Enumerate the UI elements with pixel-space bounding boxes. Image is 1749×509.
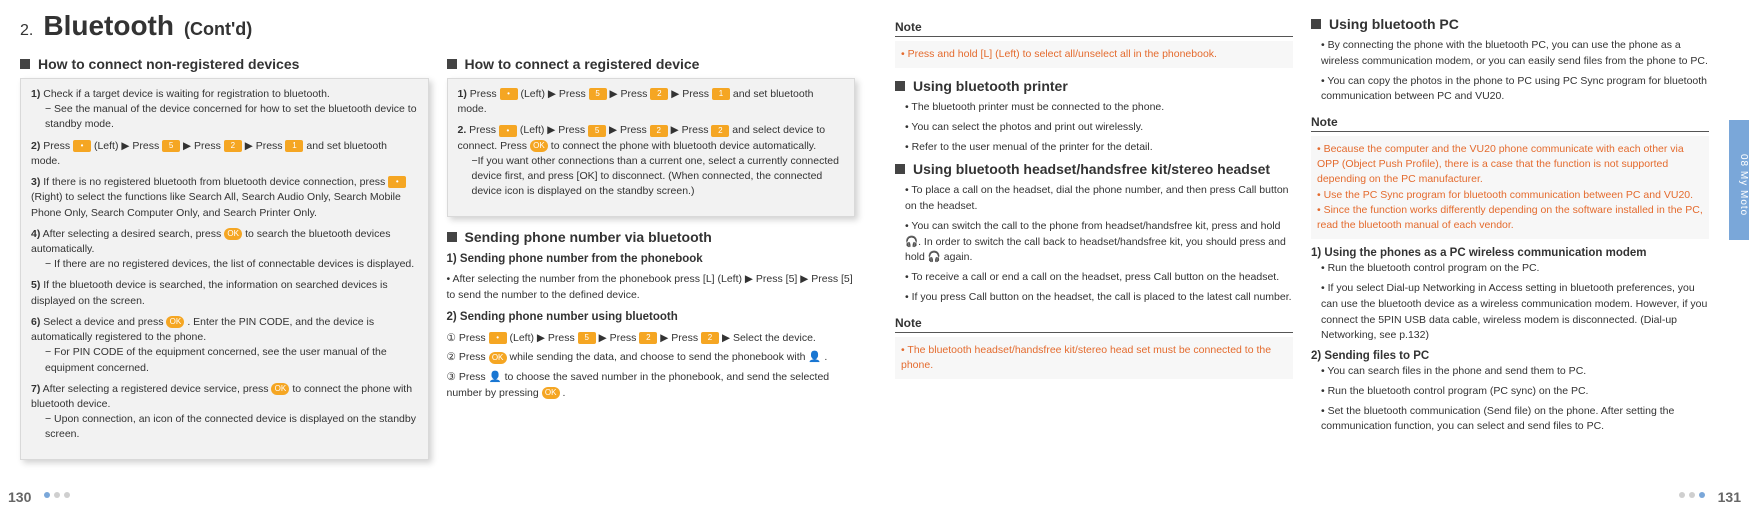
section-title: Using bluetooth PC xyxy=(1329,16,1459,32)
section-title: Sending phone number via bluetooth xyxy=(465,229,712,245)
instruction-step: 7) After selecting a registered device s… xyxy=(31,382,418,443)
page-number-right: 131 xyxy=(1718,489,1741,505)
note-label: Note xyxy=(895,316,1293,333)
section-title: Using bluetooth printer xyxy=(913,78,1068,94)
list-item: You can search files in the phone and se… xyxy=(1321,364,1709,380)
list-item: You can select the photos and print out … xyxy=(905,120,1293,136)
instruction-step: 4) After selecting a desired search, pre… xyxy=(31,227,418,273)
square-bullet-icon xyxy=(447,59,457,69)
instruction-step: 2) Press • (Left) ▶ Press 5 ▶ Press 2 ▶ … xyxy=(31,139,418,169)
note-body: • Because the computer and the VU20 phon… xyxy=(1311,136,1709,239)
instruction-step: 1) Check if a target device is waiting f… xyxy=(31,87,418,133)
instruction-step: 1) Press • (Left) ▶ Press 5 ▶ Press 2 ▶ … xyxy=(458,87,845,117)
page-right: Note • Press and hold [L] (Left) to sele… xyxy=(875,0,1749,509)
page-number-left: 130 xyxy=(8,489,31,505)
list-item: You can switch the call to the phone fro… xyxy=(905,219,1293,266)
list-item: To receive a call or end a call on the h… xyxy=(905,270,1293,286)
page-dots-left xyxy=(42,485,72,503)
section-non-registered: How to connect non-registered devices xyxy=(20,56,429,72)
list-item: Run the bluetooth control program (PC sy… xyxy=(1321,384,1709,400)
instruction-step: 3) If there is no registered bluetooth f… xyxy=(31,175,418,221)
section-pc: Using bluetooth PC xyxy=(1311,16,1709,32)
chapter-number: 2. xyxy=(20,22,33,40)
list-item: Set the bluetooth communication (Send fi… xyxy=(1321,404,1709,436)
right-col-2: Using bluetooth PC By connecting the pho… xyxy=(1311,10,1729,439)
body-line: • After selecting the number from the ph… xyxy=(447,272,856,304)
instruction-step: 5) If the bluetooth device is searched, … xyxy=(31,278,418,308)
sub-heading: 2) Sending phone number using bluetooth xyxy=(447,309,856,326)
list-item: Run the bluetooth control program on the… xyxy=(1321,261,1709,277)
note-label: Note xyxy=(895,20,1293,37)
square-bullet-icon xyxy=(1311,19,1321,29)
square-bullet-icon xyxy=(20,59,30,69)
list-item: To place a call on the headset, dial the… xyxy=(905,183,1293,215)
list-item: By connecting the phone with the bluetoo… xyxy=(1321,38,1709,70)
section-printer: Using bluetooth printer xyxy=(895,78,1293,94)
side-tab: 08 My Moto xyxy=(1729,120,1749,240)
section-title: How to connect a registered device xyxy=(465,56,700,72)
pc-list: By connecting the phone with the bluetoo… xyxy=(1311,38,1709,105)
headset-list: To place a call on the headset, dial the… xyxy=(895,183,1293,305)
instruction-step: 2. Press • (Left) ▶ Press 5 ▶ Press 2 ▶ … xyxy=(458,123,845,199)
note-body: • Press and hold [L] (Left) to select al… xyxy=(895,41,1293,68)
sub-heading: 1) Using the phones as a PC wireless com… xyxy=(1311,247,1709,259)
page-dots-right xyxy=(1677,485,1707,503)
list-item: You can copy the photos in the phone to … xyxy=(1321,74,1709,106)
list-item: The bluetooth printer must be connected … xyxy=(905,100,1293,116)
left-col-1: How to connect non-registered devices 1)… xyxy=(20,50,429,460)
chapter-heading: 2. Bluetooth (Cont'd) xyxy=(20,10,855,42)
card-non-registered: 1) Check if a target device is waiting f… xyxy=(20,78,429,460)
d1-list: Run the bluetooth control program on the… xyxy=(1311,261,1709,344)
sub-heading: 1) Sending phone number from the phonebo… xyxy=(447,251,856,268)
square-bullet-icon xyxy=(895,81,905,91)
printer-list: The bluetooth printer must be connected … xyxy=(895,100,1293,155)
sub-heading: 2) Sending files to PC xyxy=(1311,350,1709,362)
body-line: ① Press • (Left) ▶ Press 5 ▶ Press 2 ▶ P… xyxy=(447,331,856,347)
chapter-cont: (Cont'd) xyxy=(184,19,252,40)
list-item: Refer to the user menual of the printer … xyxy=(905,140,1293,156)
d2-list: You can search files in the phone and se… xyxy=(1311,364,1709,435)
page-left: 2. Bluetooth (Cont'd) How to connect non… xyxy=(0,0,875,509)
note-body: • The bluetooth headset/handsfree kit/st… xyxy=(895,337,1293,379)
body-line: ③ Press 👤 to choose the saved number in … xyxy=(447,370,856,402)
left-col-2: How to connect a registered device 1) Pr… xyxy=(447,50,856,460)
card-registered: 1) Press • (Left) ▶ Press 5 ▶ Press 2 ▶ … xyxy=(447,78,856,217)
section-title: How to connect non-registered devices xyxy=(38,56,299,72)
chapter-title: Bluetooth xyxy=(43,10,174,42)
section-headset: Using bluetooth headset/handsfree kit/st… xyxy=(895,161,1293,177)
body-line: ② Press OK while sending the data, and c… xyxy=(447,350,856,366)
section-registered: How to connect a registered device xyxy=(447,56,856,72)
right-col-1: Note • Press and hold [L] (Left) to sele… xyxy=(895,10,1293,439)
section-sending: Sending phone number via bluetooth xyxy=(447,229,856,245)
square-bullet-icon xyxy=(895,164,905,174)
section-title: Using bluetooth headset/handsfree kit/st… xyxy=(913,161,1270,177)
sending-body: 1) Sending phone number from the phonebo… xyxy=(447,251,856,402)
instruction-step: 6) Select a device and press OK . Enter … xyxy=(31,315,418,376)
list-item: If you select Dial-up Networking in Acce… xyxy=(1321,281,1709,344)
list-item: If you press Call button on the headset,… xyxy=(905,290,1293,306)
square-bullet-icon xyxy=(447,232,457,242)
note-label: Note xyxy=(1311,115,1709,132)
